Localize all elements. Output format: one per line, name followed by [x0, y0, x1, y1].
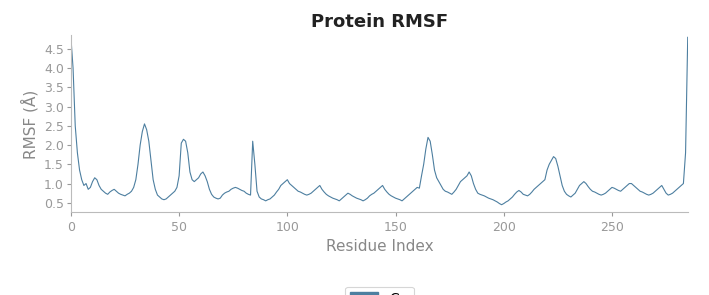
Title: Protein RMSF: Protein RMSF [311, 13, 448, 31]
Legend: Cα: Cα [345, 287, 414, 295]
Y-axis label: RMSF (Å): RMSF (Å) [21, 89, 38, 158]
X-axis label: Residue Index: Residue Index [325, 239, 433, 254]
